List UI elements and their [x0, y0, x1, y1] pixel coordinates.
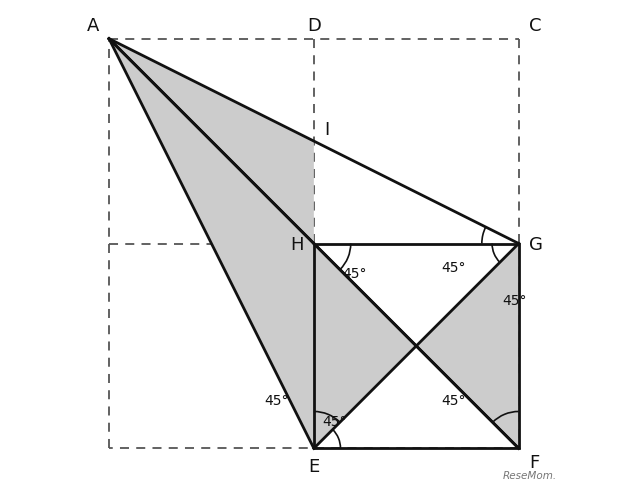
Polygon shape: [109, 40, 314, 244]
Text: 45°: 45°: [322, 414, 346, 428]
Polygon shape: [109, 40, 518, 244]
Text: F: F: [529, 453, 539, 471]
Text: E: E: [308, 457, 319, 474]
Text: 45°: 45°: [441, 261, 465, 274]
Text: 45°: 45°: [441, 394, 465, 407]
Polygon shape: [109, 40, 314, 448]
Text: 45°: 45°: [502, 293, 527, 307]
Text: H: H: [290, 235, 303, 253]
Text: I: I: [324, 121, 330, 139]
Text: A: A: [86, 17, 99, 35]
Polygon shape: [416, 244, 518, 448]
Polygon shape: [314, 244, 416, 448]
Text: G: G: [529, 235, 543, 253]
Text: D: D: [307, 17, 321, 35]
Text: C: C: [529, 17, 541, 35]
Text: 45°: 45°: [265, 394, 289, 407]
Text: 45°: 45°: [342, 266, 367, 281]
Text: ReseMom.: ReseMom.: [503, 470, 557, 480]
